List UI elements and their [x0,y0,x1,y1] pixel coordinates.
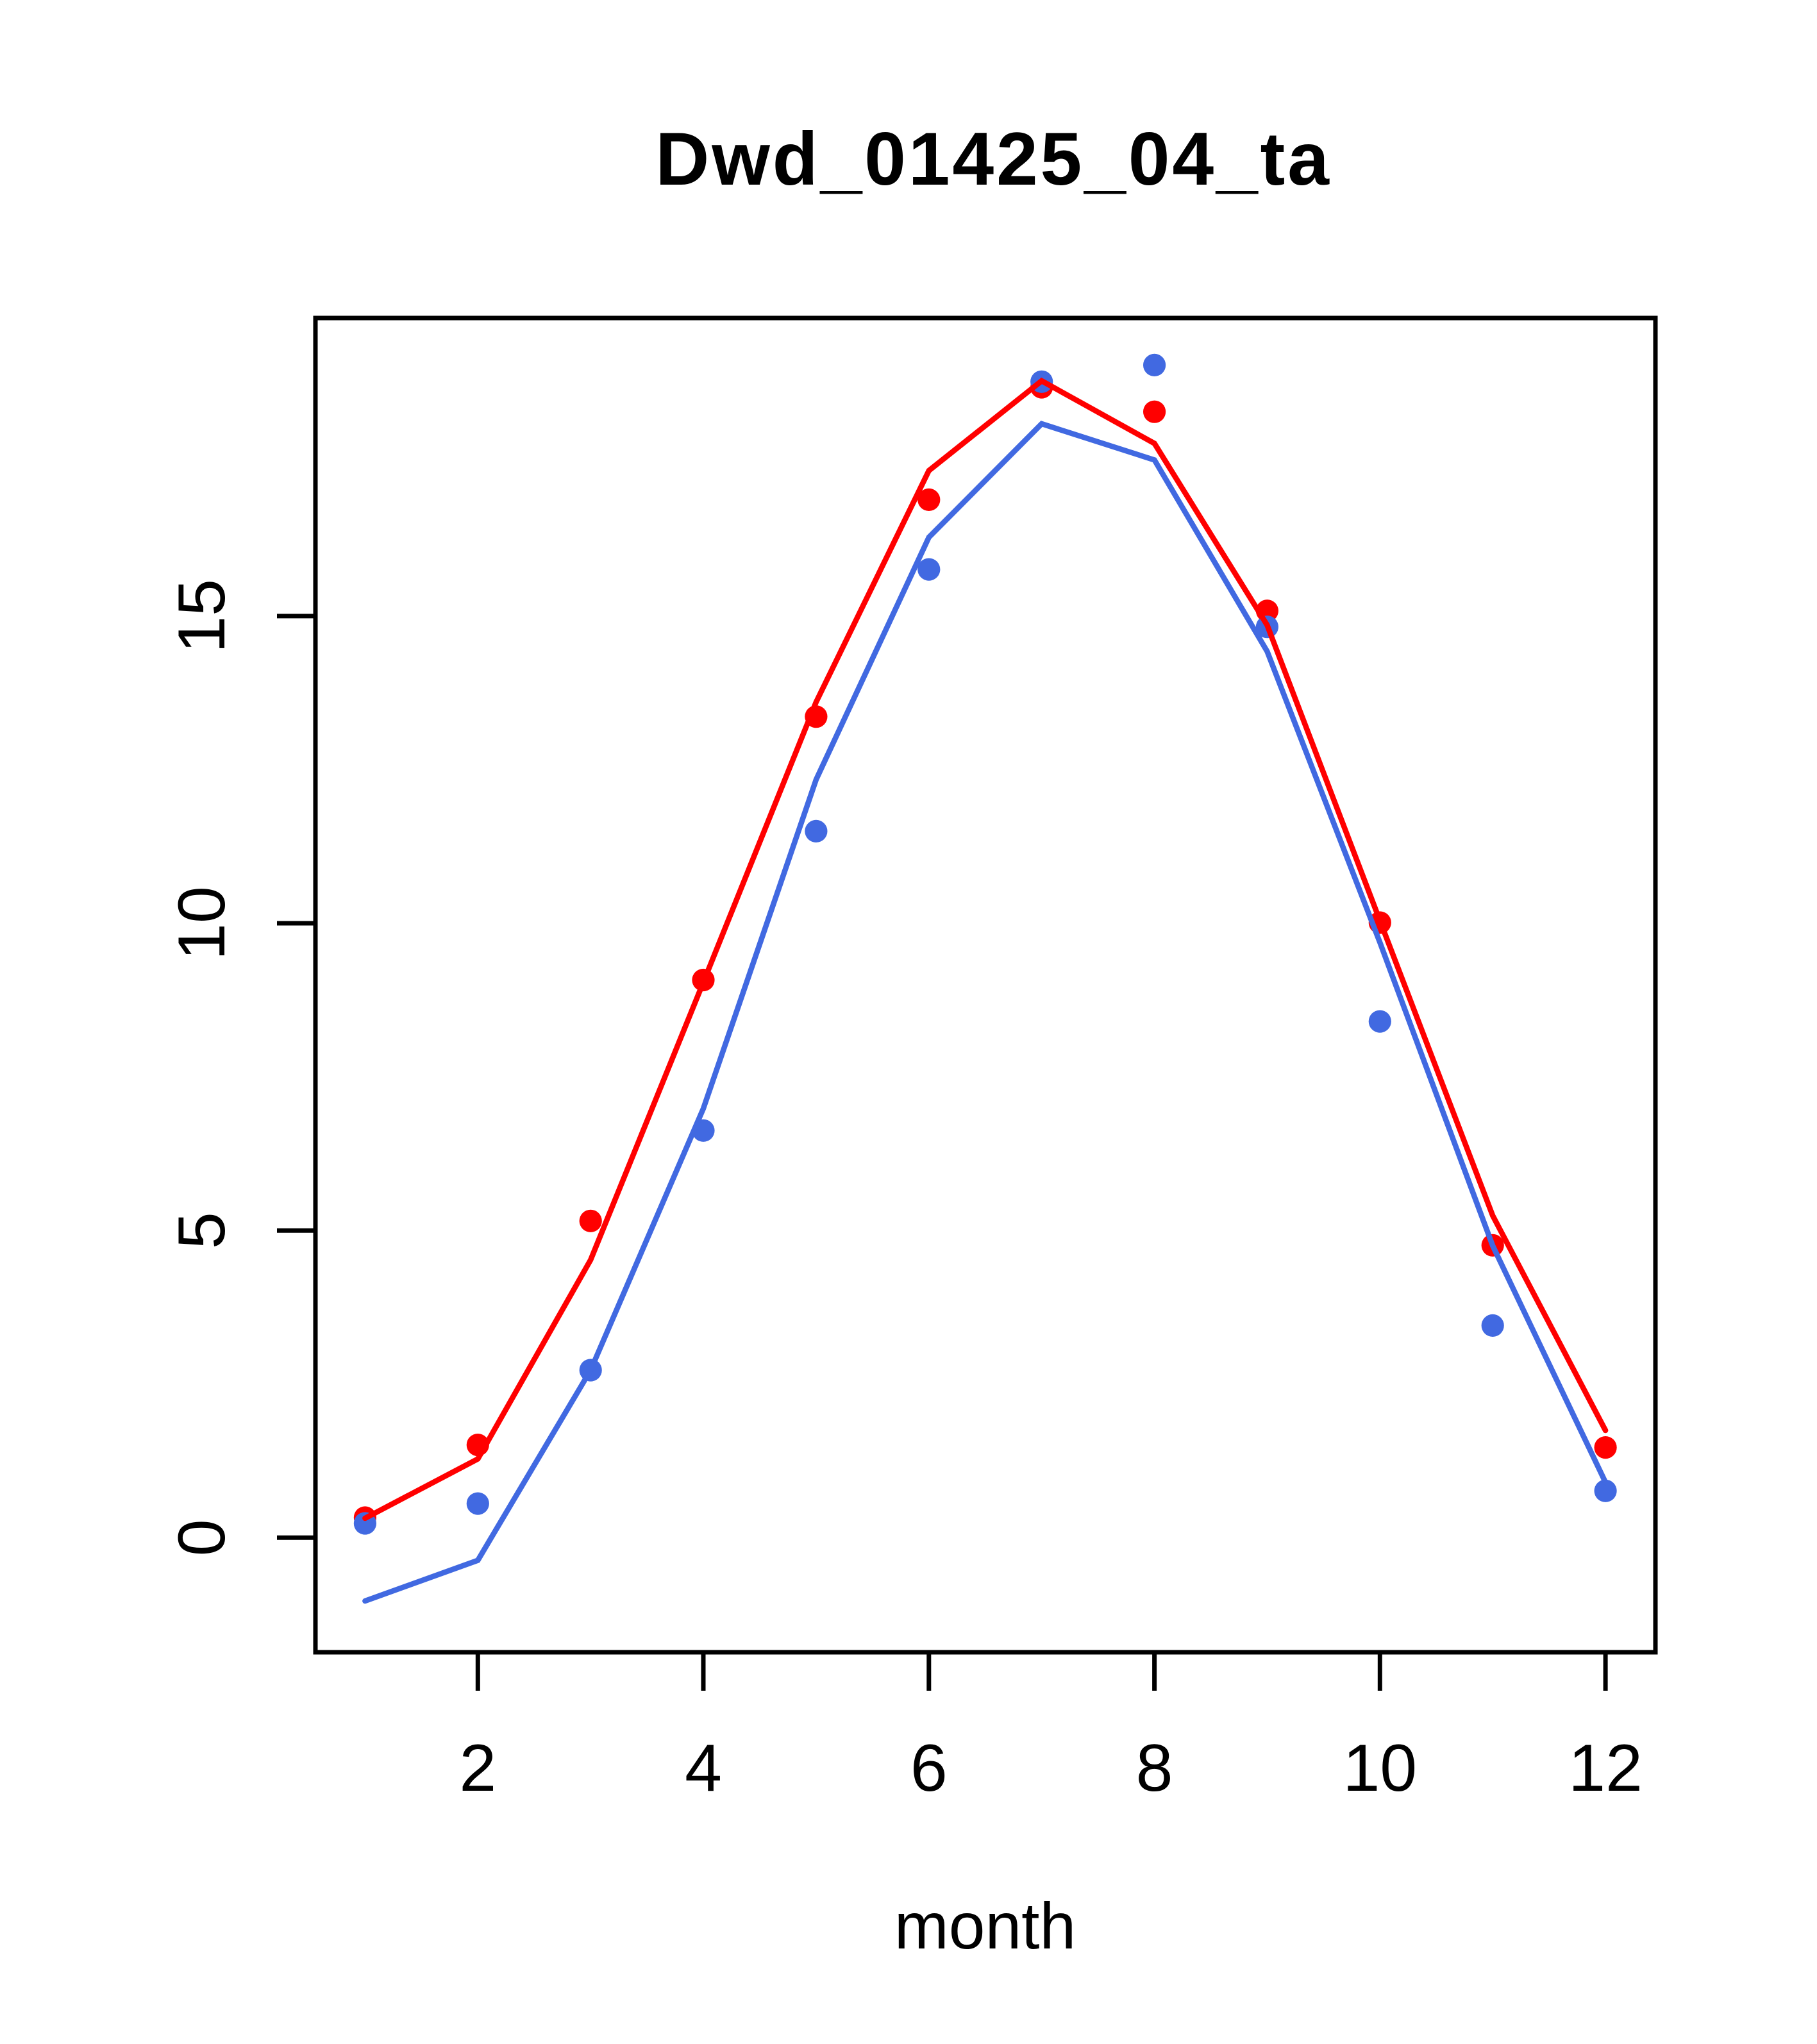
svg-text:10: 10 [165,886,239,960]
svg-text:0: 0 [165,1519,239,1556]
svg-text:10: 10 [1343,1731,1417,1805]
svg-text:8: 8 [1136,1731,1173,1805]
svg-text:2: 2 [459,1731,496,1805]
svg-text:4: 4 [685,1731,722,1805]
svg-text:6: 6 [910,1731,948,1805]
svg-text:Dwd_01425_04_ta: Dwd_01425_04_ta [655,117,1331,201]
svg-text:month: month [894,1889,1076,1963]
svg-text:5: 5 [165,1212,239,1249]
svg-text:15: 15 [165,579,239,653]
svg-text:12: 12 [1568,1731,1643,1805]
